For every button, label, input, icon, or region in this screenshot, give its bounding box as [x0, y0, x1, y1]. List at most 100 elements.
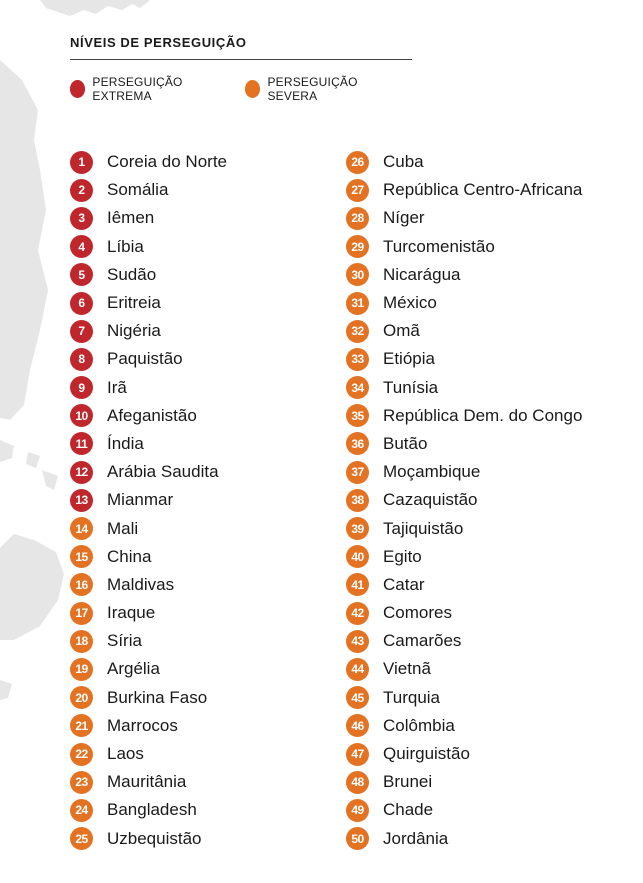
rank-badge: 50: [346, 827, 369, 851]
rank-badge: 2: [70, 178, 93, 202]
country-name: Mauritânia: [107, 772, 187, 792]
country-name: Níger: [383, 208, 425, 228]
legend-item-extreme: PERSEGUIÇÃO EXTREMA: [70, 75, 223, 103]
country-name: Comores: [383, 603, 452, 623]
rank-badge: 1: [70, 150, 93, 174]
rank-badge: 33: [346, 347, 369, 371]
rank-badge: 14: [70, 517, 93, 541]
list-item: 26 Cuba: [346, 148, 582, 176]
rank-badge: 25: [70, 827, 93, 851]
country-name: Nigéria: [107, 321, 161, 341]
country-name: Somália: [107, 180, 169, 200]
list-item: 7 Nigéria: [70, 317, 227, 345]
map-island-a: [0, 440, 14, 462]
list-item: 39 Tajiquistão: [346, 514, 582, 542]
rank-badge: 13: [70, 488, 93, 512]
country-name: Omã: [383, 321, 420, 341]
country-name: Afeganistão: [107, 405, 197, 425]
rank-badge: 46: [346, 714, 369, 738]
rank-badge: 18: [70, 629, 93, 653]
country-name: México: [383, 293, 437, 313]
country-name: Uzbequistão: [107, 828, 202, 848]
list-item: 6 Eritreia: [70, 289, 227, 317]
list-item: 14 Mali: [70, 514, 227, 542]
list-item: 21 Marrocos: [70, 712, 227, 740]
rank-badge: 37: [346, 460, 369, 484]
country-name: China: [107, 546, 152, 566]
list-item: 11 Índia: [70, 430, 227, 458]
list-item: 1 Coreia do Norte: [70, 148, 227, 176]
rank-badge: 21: [70, 714, 93, 738]
rank-badge: 48: [346, 770, 369, 794]
page-title: NÍVEIS DE PERSEGUIÇÃO: [70, 35, 412, 60]
country-name: Jordânia: [383, 828, 449, 848]
list-item: 34 Tunísia: [346, 374, 582, 402]
legend-dot-orange-icon: [245, 80, 261, 98]
country-name: Cuba: [383, 152, 424, 172]
list-item: 5 Sudão: [70, 261, 227, 289]
country-name: Quirguistão: [383, 744, 470, 764]
country-name: Egito: [383, 546, 422, 566]
rank-badge: 35: [346, 404, 369, 428]
country-name: Paquistão: [107, 349, 183, 369]
country-name: Maldivas: [107, 574, 175, 594]
country-name: Eritreia: [107, 293, 161, 313]
rank-badge: 31: [346, 291, 369, 315]
country-name: Coreia do Norte: [107, 152, 228, 172]
country-name: República Centro-Africana: [383, 180, 583, 200]
list-item: 40 Egito: [346, 543, 582, 571]
list-item: 36 Butão: [346, 430, 582, 458]
list-item: 42 Comores: [346, 599, 582, 627]
rank-badge: 30: [346, 263, 369, 287]
list-item: 17 Iraque: [70, 599, 227, 627]
rank-badge: 8: [70, 347, 93, 371]
list-item: 18 Síria: [70, 627, 227, 655]
map-landmass-left: [0, 60, 48, 420]
country-name: Catar: [383, 574, 425, 594]
country-name: Sudão: [107, 264, 157, 284]
rank-badge: 28: [346, 206, 369, 230]
country-name: Argélia: [107, 659, 160, 679]
list-item: 30 Nicarágua: [346, 261, 582, 289]
legend-label-severe: PERSEGUIÇÃO SEVERA: [267, 75, 358, 103]
list-item: 35 República Dem. do Congo: [346, 402, 582, 430]
country-name: Turcomenistão: [383, 236, 495, 256]
rank-badge: 23: [70, 770, 93, 794]
rank-badge: 42: [346, 601, 369, 625]
country-name: Moçambique: [383, 462, 481, 482]
rank-badge: 40: [346, 545, 369, 569]
country-name: Cazaquistão: [383, 490, 478, 510]
list-item: 2 Somália: [70, 176, 227, 204]
country-name: Brunei: [383, 772, 433, 792]
rank-badge: 9: [70, 376, 93, 400]
rank-badge: 22: [70, 742, 93, 766]
country-name: Bangladesh: [107, 800, 197, 820]
country-name: Mianmar: [107, 490, 174, 510]
country-name: Iraque: [107, 603, 156, 623]
country-name: República Dem. do Congo: [383, 405, 583, 425]
list-item: 50 Jordânia: [346, 825, 582, 853]
list-item: 4 Líbia: [70, 233, 227, 261]
country-name: Índia: [107, 433, 144, 453]
list-item: 13 Mianmar: [70, 486, 227, 514]
list-item: 28 Níger: [346, 204, 582, 232]
country-name: Chade: [383, 800, 434, 820]
rank-badge: 38: [346, 488, 369, 512]
rank-badge: 19: [70, 657, 93, 681]
list-item: 19 Argélia: [70, 655, 227, 683]
list-item: 23 Mauritânia: [70, 768, 227, 796]
map-island-c: [42, 470, 58, 490]
rank-badge: 44: [346, 657, 369, 681]
country-list-left: 1 Coreia do Norte 2 Somália 3 Iêmen 4 Líbia 5 Sud…: [70, 148, 227, 853]
list-item: 44 Vietnã: [346, 655, 582, 683]
country-name: Colômbia: [383, 715, 455, 735]
rank-badge: 16: [70, 573, 93, 597]
country-name: Tunísia: [383, 377, 439, 397]
rank-badge: 3: [70, 206, 93, 230]
rank-badge: 47: [346, 742, 369, 766]
map-landmass-top: [40, 0, 150, 16]
legend: PERSEGUIÇÃO EXTREMA PERSEGUIÇÃO SEVERA: [70, 75, 412, 103]
list-item: 33 Etiópia: [346, 345, 582, 373]
list-item: 45 Turquia: [346, 684, 582, 712]
map-island-d: [0, 680, 12, 700]
